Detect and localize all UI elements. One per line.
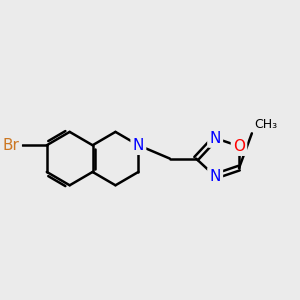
Text: N: N xyxy=(133,138,144,153)
Text: O: O xyxy=(233,139,245,154)
Text: CH₃: CH₃ xyxy=(254,118,277,131)
Text: N: N xyxy=(209,169,221,184)
Text: Br: Br xyxy=(3,138,20,153)
Text: N: N xyxy=(209,130,221,146)
